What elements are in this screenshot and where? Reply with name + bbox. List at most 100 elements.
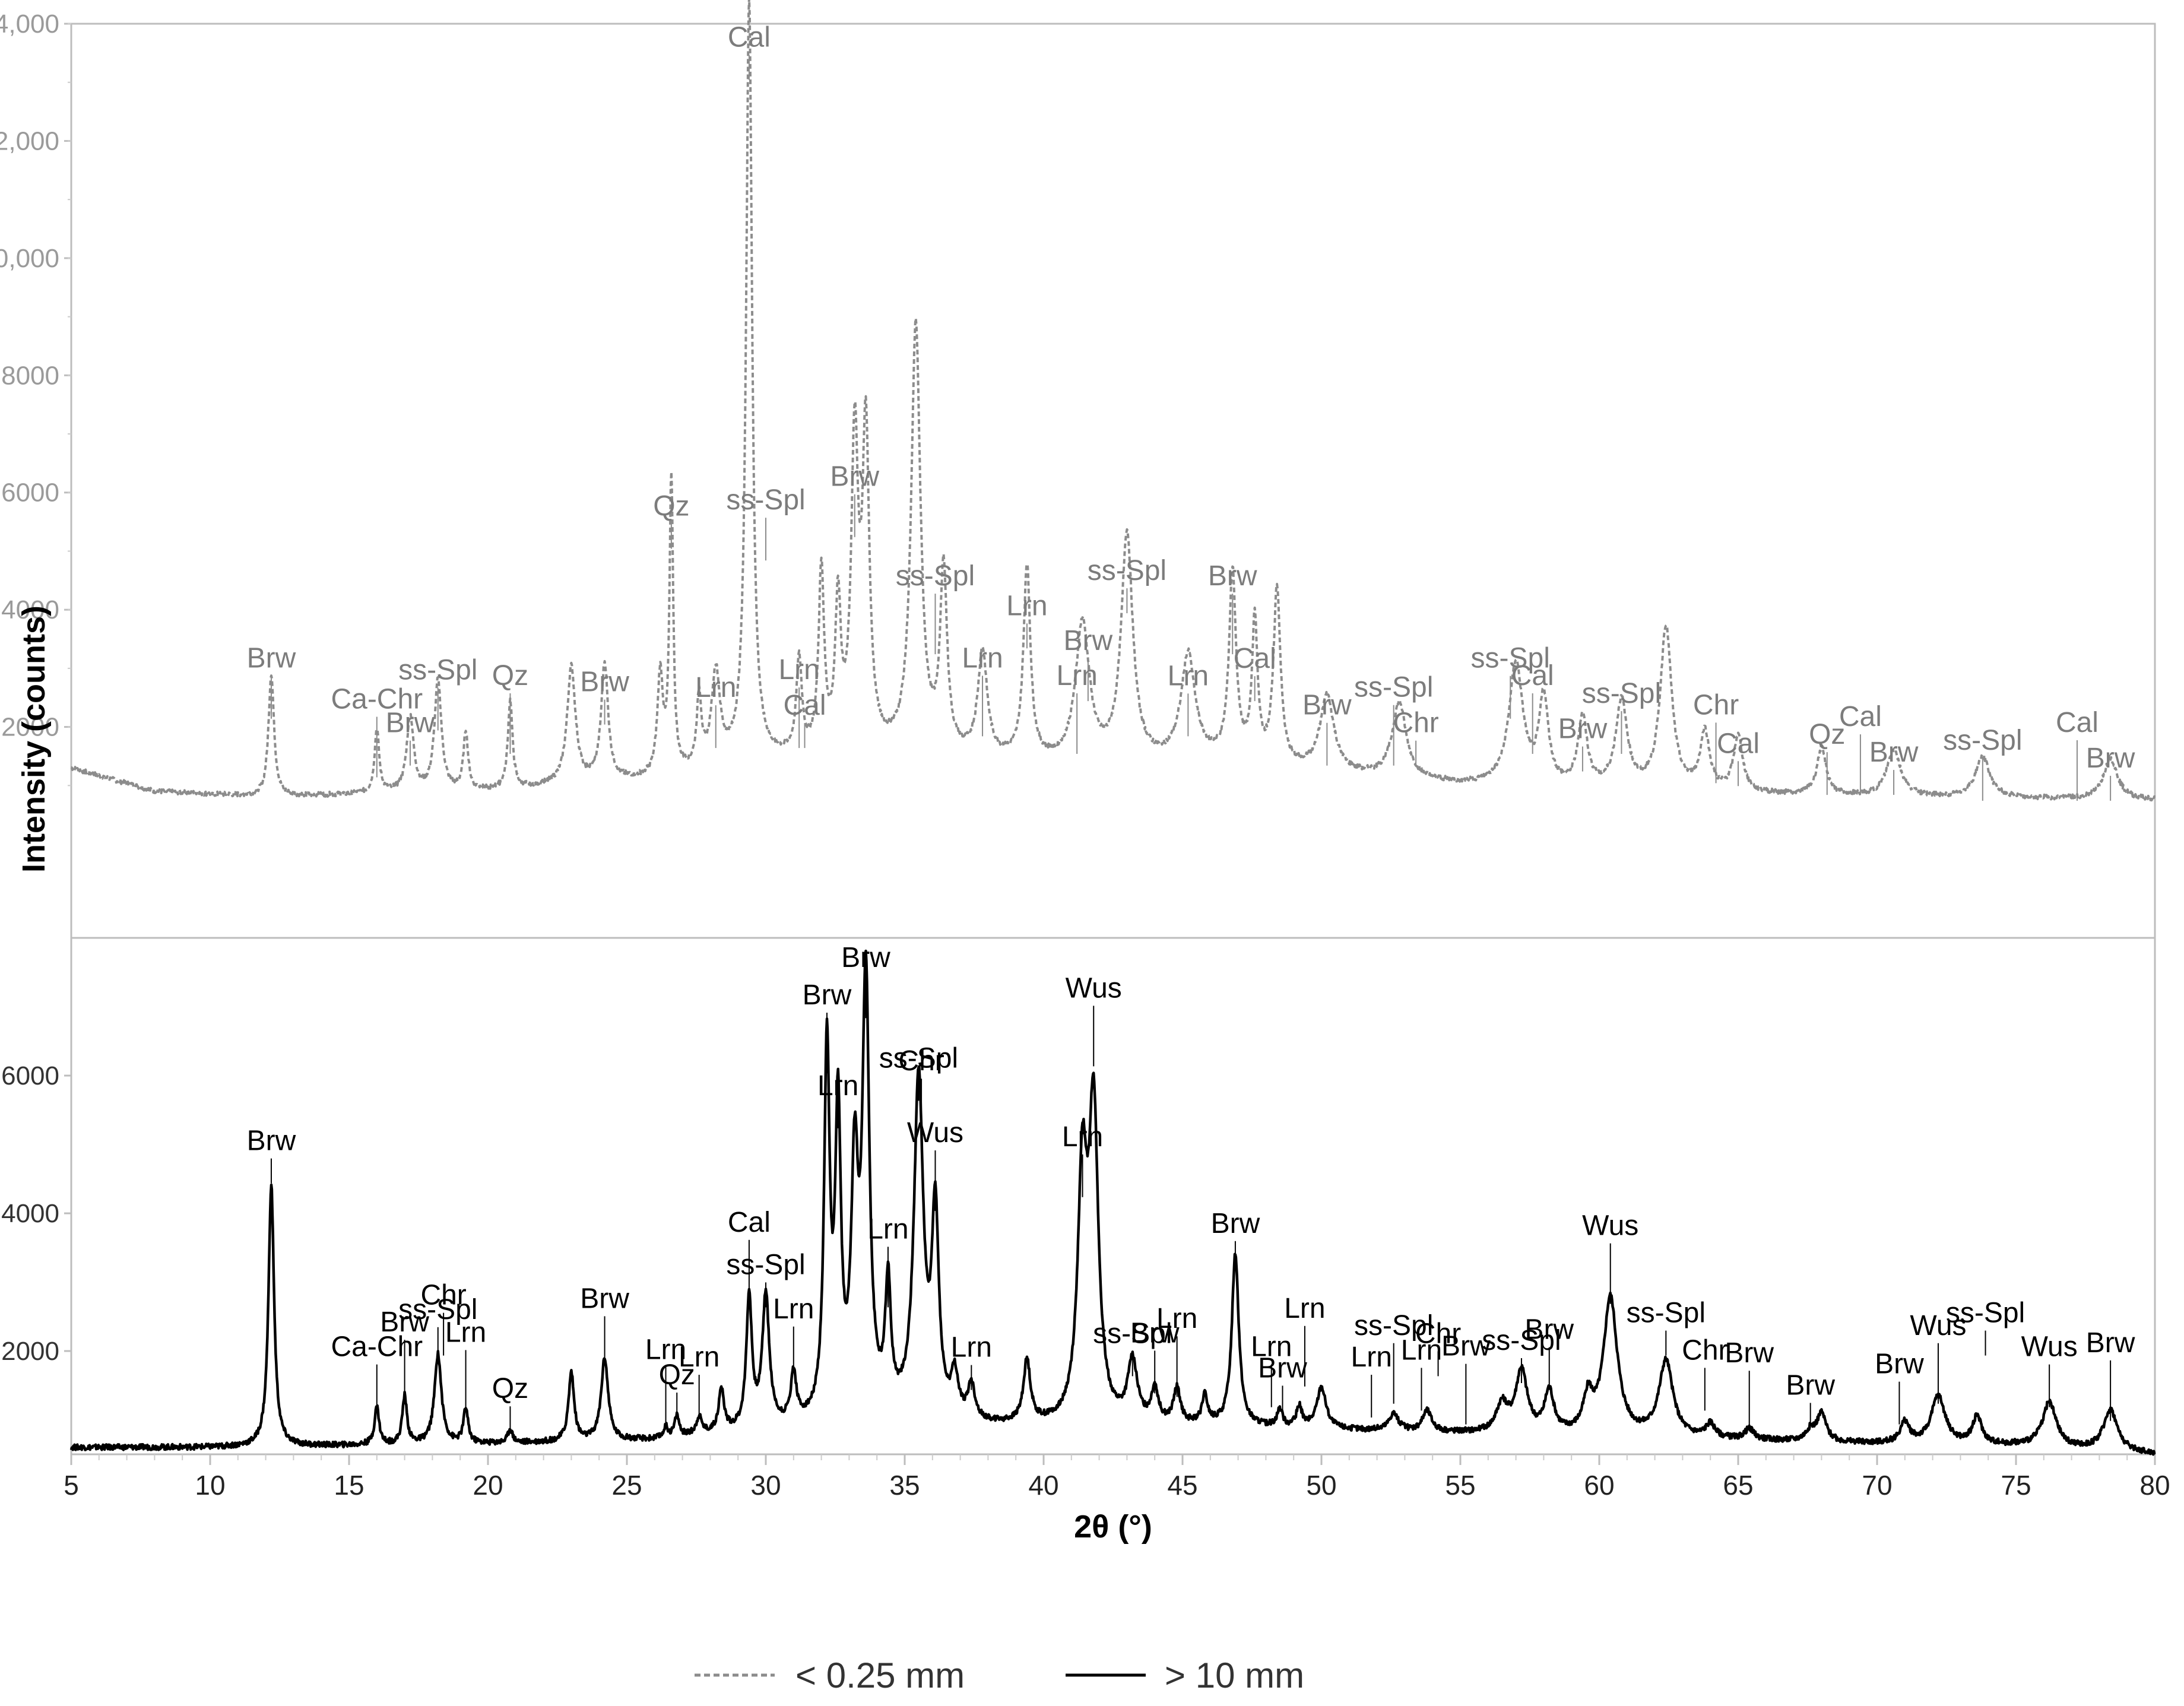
annotation-label: Qz [492,1373,528,1404]
annotation-label: Brw [247,643,296,674]
annotation-label: ss-Spl [1471,643,1550,674]
annotation-label: Qz [659,1359,695,1391]
legend-label-fine: < 0.25 mm [795,1656,965,1695]
annotation-label: Brw [1725,1337,1774,1369]
annotation-label: Chr [1415,1318,1461,1349]
plot-frame [70,23,2156,1456]
annotation-label: Brw [1130,1317,1180,1349]
annotation-label: Brw [1441,1331,1491,1362]
annotation-label: ss-Spl [1354,1310,1433,1342]
annotation-label: Brw [380,1307,429,1338]
annotation-label: ss-Spl [896,560,975,592]
annotation-label: ss-Spl [1088,555,1167,586]
x-tick-label: 15 [334,1470,364,1501]
annotation-label: Lrn [1006,590,1047,621]
annotation-label: Brw [2086,1327,2135,1359]
annotation-label: Lrn [1168,660,1209,692]
annotation-label: Brw [830,461,879,493]
annotation-label: Ca-Chr [331,1331,423,1363]
series-lines [69,0,2156,1456]
annotation-label: Wus [1582,1210,1638,1242]
annotation-label: Wus [2021,1331,2078,1363]
annotation-label: Cal [1717,728,1760,759]
annotation-label: ss-Spl [726,1249,805,1280]
x-tick-label: 50 [1306,1470,1336,1501]
x-tick-label: 40 [1028,1470,1058,1501]
annotation-label: Brw [2086,743,2135,774]
annotation-label: Wus [907,1117,963,1149]
annotation-label: Lrn [773,1293,814,1325]
annotation-label: Brw [1875,1349,1924,1380]
x-tick-label: 65 [1723,1470,1753,1501]
x-tick-label: 55 [1445,1470,1475,1501]
annotation-label: Brw [1208,560,1257,592]
annotation-label: Brw [1064,625,1113,657]
y-tick-label: 8000 [1,361,59,390]
series-line-fine [70,0,2156,802]
annotation-label: Brw [1258,1352,1307,1384]
annotation-label: Chr [1393,708,1438,739]
annotation-label: Lrn [1401,1334,1442,1366]
x-tick-label: 20 [473,1470,503,1501]
y-tick-label: 2000 [1,713,59,742]
y-tick-label: 2000 [1,1337,59,1366]
y-tick-labels-top: 2000 4000 6000 8000 10,000 12,000 14,000 [0,9,59,742]
annotation-label: Cal [2056,707,2099,738]
x-tick-label: 35 [889,1470,920,1501]
annotation-label: ss-Spl [398,1294,477,1326]
legend-label-coarse: > 10 mm [1165,1656,1304,1695]
y-tick-label: 10,000 [0,244,59,273]
annotation-label: Brw [841,942,890,974]
annotation-label: Qz [1809,719,1845,750]
tick-marks [64,23,2156,1465]
annotation-label: Lrn [778,654,819,686]
annotation-label: Brw [1524,1314,1574,1346]
x-tick-label: 25 [611,1470,642,1501]
annotation-label: ss-Spl [398,654,477,686]
annotation-label: Lrn [962,642,1003,674]
x-tick-label: 70 [1862,1470,1892,1501]
annotation-label: ss-Spl [1946,1298,2025,1329]
annotation-label: Lrn [445,1317,486,1348]
annotation-label: Brw [1869,737,1919,768]
annotation-label: Brw [1558,714,1608,745]
x-tick-label: 10 [195,1470,225,1501]
x-tick-label: 60 [1584,1470,1614,1501]
annotation-label: Lrn [817,1070,858,1102]
annotation-label: ss-Spl [726,484,805,516]
annotation-label: ss-Spl [1627,1298,1706,1329]
annotation-label: Lrn [695,672,736,703]
annotation-label: Wus [1910,1310,1966,1342]
annotation-label: Brw [386,708,435,739]
y-tick-label: 6000 [1,1061,59,1090]
x-tick-label: 30 [750,1470,781,1501]
y-tick-labels-bottom: 2000 4000 6000 [1,1061,59,1366]
y-tick-label: 4000 [1,1199,59,1228]
annotation-label: Cal [728,22,771,53]
annotation-label: Cal [1234,643,1276,674]
annotation-label: Lrn [951,1332,992,1363]
annotation-label: ss-Spl [1354,672,1433,703]
annotation-label: Lrn [1062,1121,1103,1153]
y-tick-label: 4000 [1,595,59,624]
annotation-label: Brw [1302,690,1352,721]
annotation-label: ss-Spl [879,1042,958,1074]
series-line-coarse [69,949,2156,1456]
annotation-label: Cal [1511,660,1554,692]
annotation-label: Chr [898,1045,944,1077]
annotation-label: Cal [1839,701,1882,732]
annotation-label: Lrn [1251,1331,1292,1363]
annotation-label: Cal [784,690,826,721]
annotation-label: Brw [580,1283,629,1314]
annotation-label: Lrn [1156,1303,1197,1334]
annotation-label: Brw [247,1125,296,1157]
annotation-label: Brw [580,667,629,698]
x-tick-label: 80 [2139,1470,2170,1501]
annotation-label: Lrn [1056,660,1097,692]
annotation-label: Chr [1693,689,1739,721]
annotation-label: Lrn [1284,1293,1325,1324]
annotation-label: Cal [728,1207,771,1238]
annotation-label: Brw [1786,1369,1835,1401]
y-tick-label: 14,000 [0,9,59,39]
